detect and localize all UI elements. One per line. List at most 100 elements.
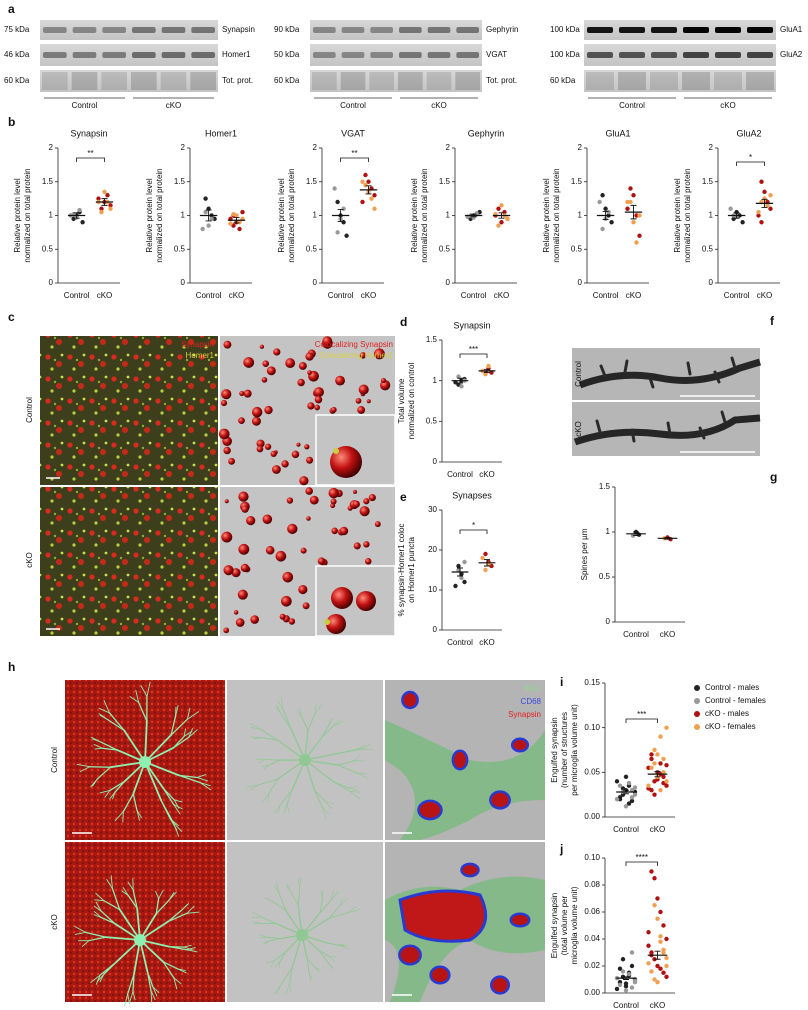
- y-tick-label: 0.00: [584, 988, 600, 997]
- microglia-process: [168, 892, 175, 901]
- sphere: [231, 568, 241, 578]
- microglia-process: [92, 738, 102, 743]
- microglia-process: [280, 788, 293, 805]
- sphere: [302, 602, 310, 610]
- microglia-process: [152, 986, 158, 997]
- significance: **: [351, 149, 357, 158]
- y-tick-label: 1: [49, 211, 54, 220]
- data-point: [768, 206, 773, 211]
- data-point: [360, 179, 365, 184]
- sphere: [304, 444, 310, 450]
- legend-swatch: [694, 698, 700, 704]
- y-tick-label: 1: [313, 211, 318, 220]
- sphere: [279, 613, 286, 620]
- microglia-process: [129, 990, 134, 1002]
- data-point: [655, 963, 660, 969]
- chart-title: VGAT: [341, 128, 365, 138]
- y-axis-label: Relative protein level: [542, 178, 551, 252]
- blot-band: [43, 27, 67, 33]
- error-bar: [623, 976, 629, 980]
- y-axis-label: Relative protein level: [410, 178, 419, 252]
- sphere: [298, 584, 308, 595]
- x-tick-label: Control: [461, 291, 487, 300]
- data-point: [453, 583, 458, 589]
- y-axis-label: (total volume per: [560, 895, 569, 955]
- blot-band: [370, 52, 393, 58]
- blot-lane: [682, 72, 710, 90]
- y-tick-label: 0: [181, 278, 186, 287]
- sphere: [306, 516, 311, 521]
- error-bar: [498, 212, 505, 219]
- microglia-process: [183, 944, 192, 948]
- kda-label: 100 kDa: [550, 50, 580, 59]
- data-point: [363, 182, 368, 188]
- microglia-process: [92, 778, 98, 787]
- microglia-process: [106, 879, 113, 890]
- data-point: [637, 213, 642, 218]
- y-axis-label: normalized on total protein: [23, 168, 32, 262]
- sphere: [374, 521, 381, 528]
- data-point: [623, 804, 629, 809]
- y-axis-label: (number of structures: [560, 712, 569, 788]
- microglia-process: [79, 766, 90, 773]
- phagosome: [398, 889, 488, 943]
- data-point: [649, 756, 654, 762]
- phagosome: [429, 965, 451, 985]
- y-tick-label: 1.5: [439, 177, 451, 186]
- microglia-process: [127, 973, 135, 995]
- data-point: [652, 876, 657, 881]
- microglia-process: [337, 944, 346, 948]
- sphere: [256, 439, 265, 448]
- data-point: [649, 752, 654, 757]
- group-label: cKO: [720, 101, 736, 110]
- data-point: [614, 796, 620, 802]
- microglia-process: [258, 759, 266, 764]
- sphere: [368, 494, 376, 502]
- y-tick-label: 0.5: [42, 244, 54, 253]
- confocal-image: [40, 336, 218, 485]
- microglia-process: [283, 803, 288, 814]
- sphere: [359, 506, 370, 517]
- sphere: [264, 443, 272, 450]
- row-label: cKO: [25, 552, 34, 568]
- microglia-process: [270, 960, 275, 967]
- y-tick-label: 0.5: [571, 244, 583, 253]
- sphere: [223, 446, 231, 455]
- panel-c-insets: [315, 414, 396, 637]
- sphere: [251, 416, 261, 426]
- significance-bracket: [736, 161, 765, 166]
- sphere: [330, 498, 337, 505]
- data-point: [505, 216, 510, 222]
- kda-label: 90 kDa: [274, 25, 300, 34]
- microglia-process: [94, 899, 105, 902]
- significance-bracket: [625, 718, 658, 723]
- blot-band: [427, 52, 451, 58]
- legend-label: cKO - females: [705, 722, 756, 731]
- inset-sphere: [331, 587, 353, 609]
- data-point: [664, 974, 669, 979]
- row-label: Control: [50, 747, 59, 773]
- data-point: [597, 199, 602, 205]
- microglia-process: [289, 967, 293, 985]
- y-tick-label: 2: [49, 143, 54, 152]
- blot-strip: [310, 20, 482, 40]
- inset-sphere: [324, 619, 330, 625]
- microglia-process: [167, 912, 188, 923]
- microglia-process: [347, 786, 357, 789]
- microglia-process: [107, 719, 125, 732]
- y-tick-label: 1.5: [426, 335, 438, 344]
- microglia-process: [279, 951, 287, 963]
- microglia-process: [274, 961, 281, 968]
- data-point: [483, 371, 488, 377]
- y-axis-label: Spines per µm: [580, 528, 589, 580]
- microglia-soma: [299, 754, 311, 766]
- microglia-process: [103, 700, 110, 714]
- microglia-process: [127, 993, 131, 1005]
- data-point: [341, 206, 346, 211]
- microglia-process: [252, 737, 262, 740]
- microglia-process: [127, 881, 134, 891]
- data-point: [609, 220, 614, 225]
- blot-band: [313, 27, 336, 33]
- data-point: [661, 774, 666, 779]
- microglia-process: [322, 806, 329, 815]
